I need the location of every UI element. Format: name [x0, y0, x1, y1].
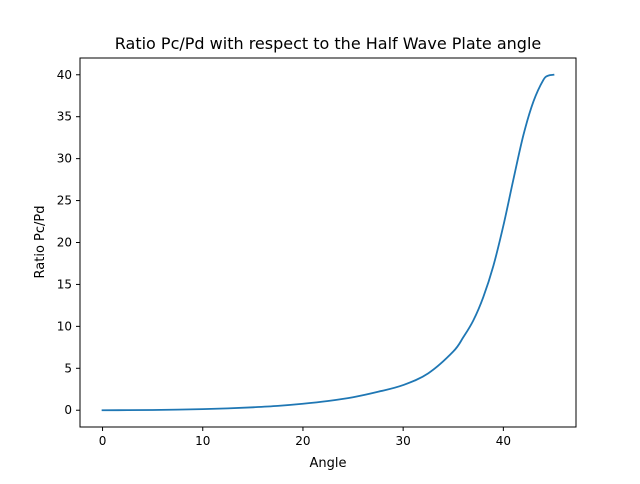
y-tick-label: 35: [57, 110, 72, 124]
y-axis-label: Ratio Pc/Pd: [33, 206, 48, 279]
x-tick-label: 40: [496, 434, 511, 448]
x-axis-label: Angle: [310, 456, 347, 471]
y-tick-label: 5: [64, 361, 72, 375]
y-tick-label: 20: [57, 236, 72, 250]
x-tick-label: 0: [99, 434, 107, 448]
y-axis-ticks: 0 5 10 15 20 25 30 35 40: [57, 68, 80, 417]
chart-title: Ratio Pc/Pd with respect to the Half Wav…: [115, 34, 541, 53]
y-tick-label: 15: [57, 277, 72, 291]
series-group: [101, 73, 555, 412]
y-tick-label: 25: [57, 194, 72, 208]
y-tick-label: 40: [57, 68, 72, 82]
y-tick-label: 0: [64, 403, 72, 417]
plot-area-frame: [79, 57, 577, 428]
y-tick-label: 10: [57, 319, 72, 333]
x-tick-label: 20: [295, 434, 310, 448]
x-axis-ticks: 0 10 20 30 40: [99, 427, 511, 448]
x-tick-label: 10: [195, 434, 210, 448]
y-tick-label: 30: [57, 152, 72, 166]
series-line-0: [101, 73, 555, 412]
x-tick-label: 30: [396, 434, 411, 448]
